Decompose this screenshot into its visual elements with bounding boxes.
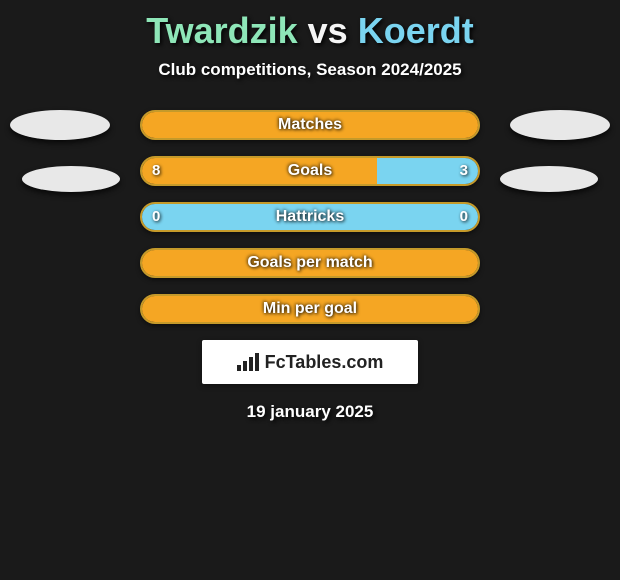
- bar-fill-left: [142, 112, 478, 138]
- logo: FcTables.com: [237, 352, 384, 373]
- infographic-root: Twardzik vs Koerdt Club competitions, Se…: [0, 0, 620, 580]
- subtitle: Club competitions, Season 2024/2025: [0, 60, 620, 80]
- bar-rows: MatchesGoals83Hattricks00Goals per match…: [140, 110, 480, 324]
- right-badge-1: [510, 110, 610, 140]
- stat-row: Matches: [140, 110, 480, 140]
- left-badge-1: [10, 110, 110, 140]
- player1-name: Twardzik: [146, 10, 297, 51]
- logo-text: FcTables.com: [265, 352, 384, 373]
- bar-fill-left: [142, 158, 377, 184]
- stat-value-left: 0: [152, 204, 160, 230]
- barchart-icon: [237, 353, 259, 371]
- stat-row: Hattricks00: [140, 202, 480, 232]
- bar-fill-left: [142, 296, 478, 322]
- bar-fill-left: [142, 250, 478, 276]
- left-badge-2: [22, 166, 120, 192]
- stat-row: Min per goal: [140, 294, 480, 324]
- logo-box: FcTables.com: [202, 340, 418, 384]
- bar-fill-right: [142, 204, 478, 230]
- stat-value-right: 3: [460, 158, 468, 184]
- vs-label: vs: [308, 10, 348, 51]
- stat-row: Goals83: [140, 156, 480, 186]
- player2-name: Koerdt: [358, 10, 474, 51]
- stat-value-right: 0: [460, 204, 468, 230]
- stat-row: Goals per match: [140, 248, 480, 278]
- right-badge-2: [500, 166, 598, 192]
- chart-area: MatchesGoals83Hattricks00Goals per match…: [0, 110, 620, 422]
- page-title: Twardzik vs Koerdt: [0, 0, 620, 52]
- date-label: 19 january 2025: [0, 402, 620, 422]
- stat-value-left: 8: [152, 158, 160, 184]
